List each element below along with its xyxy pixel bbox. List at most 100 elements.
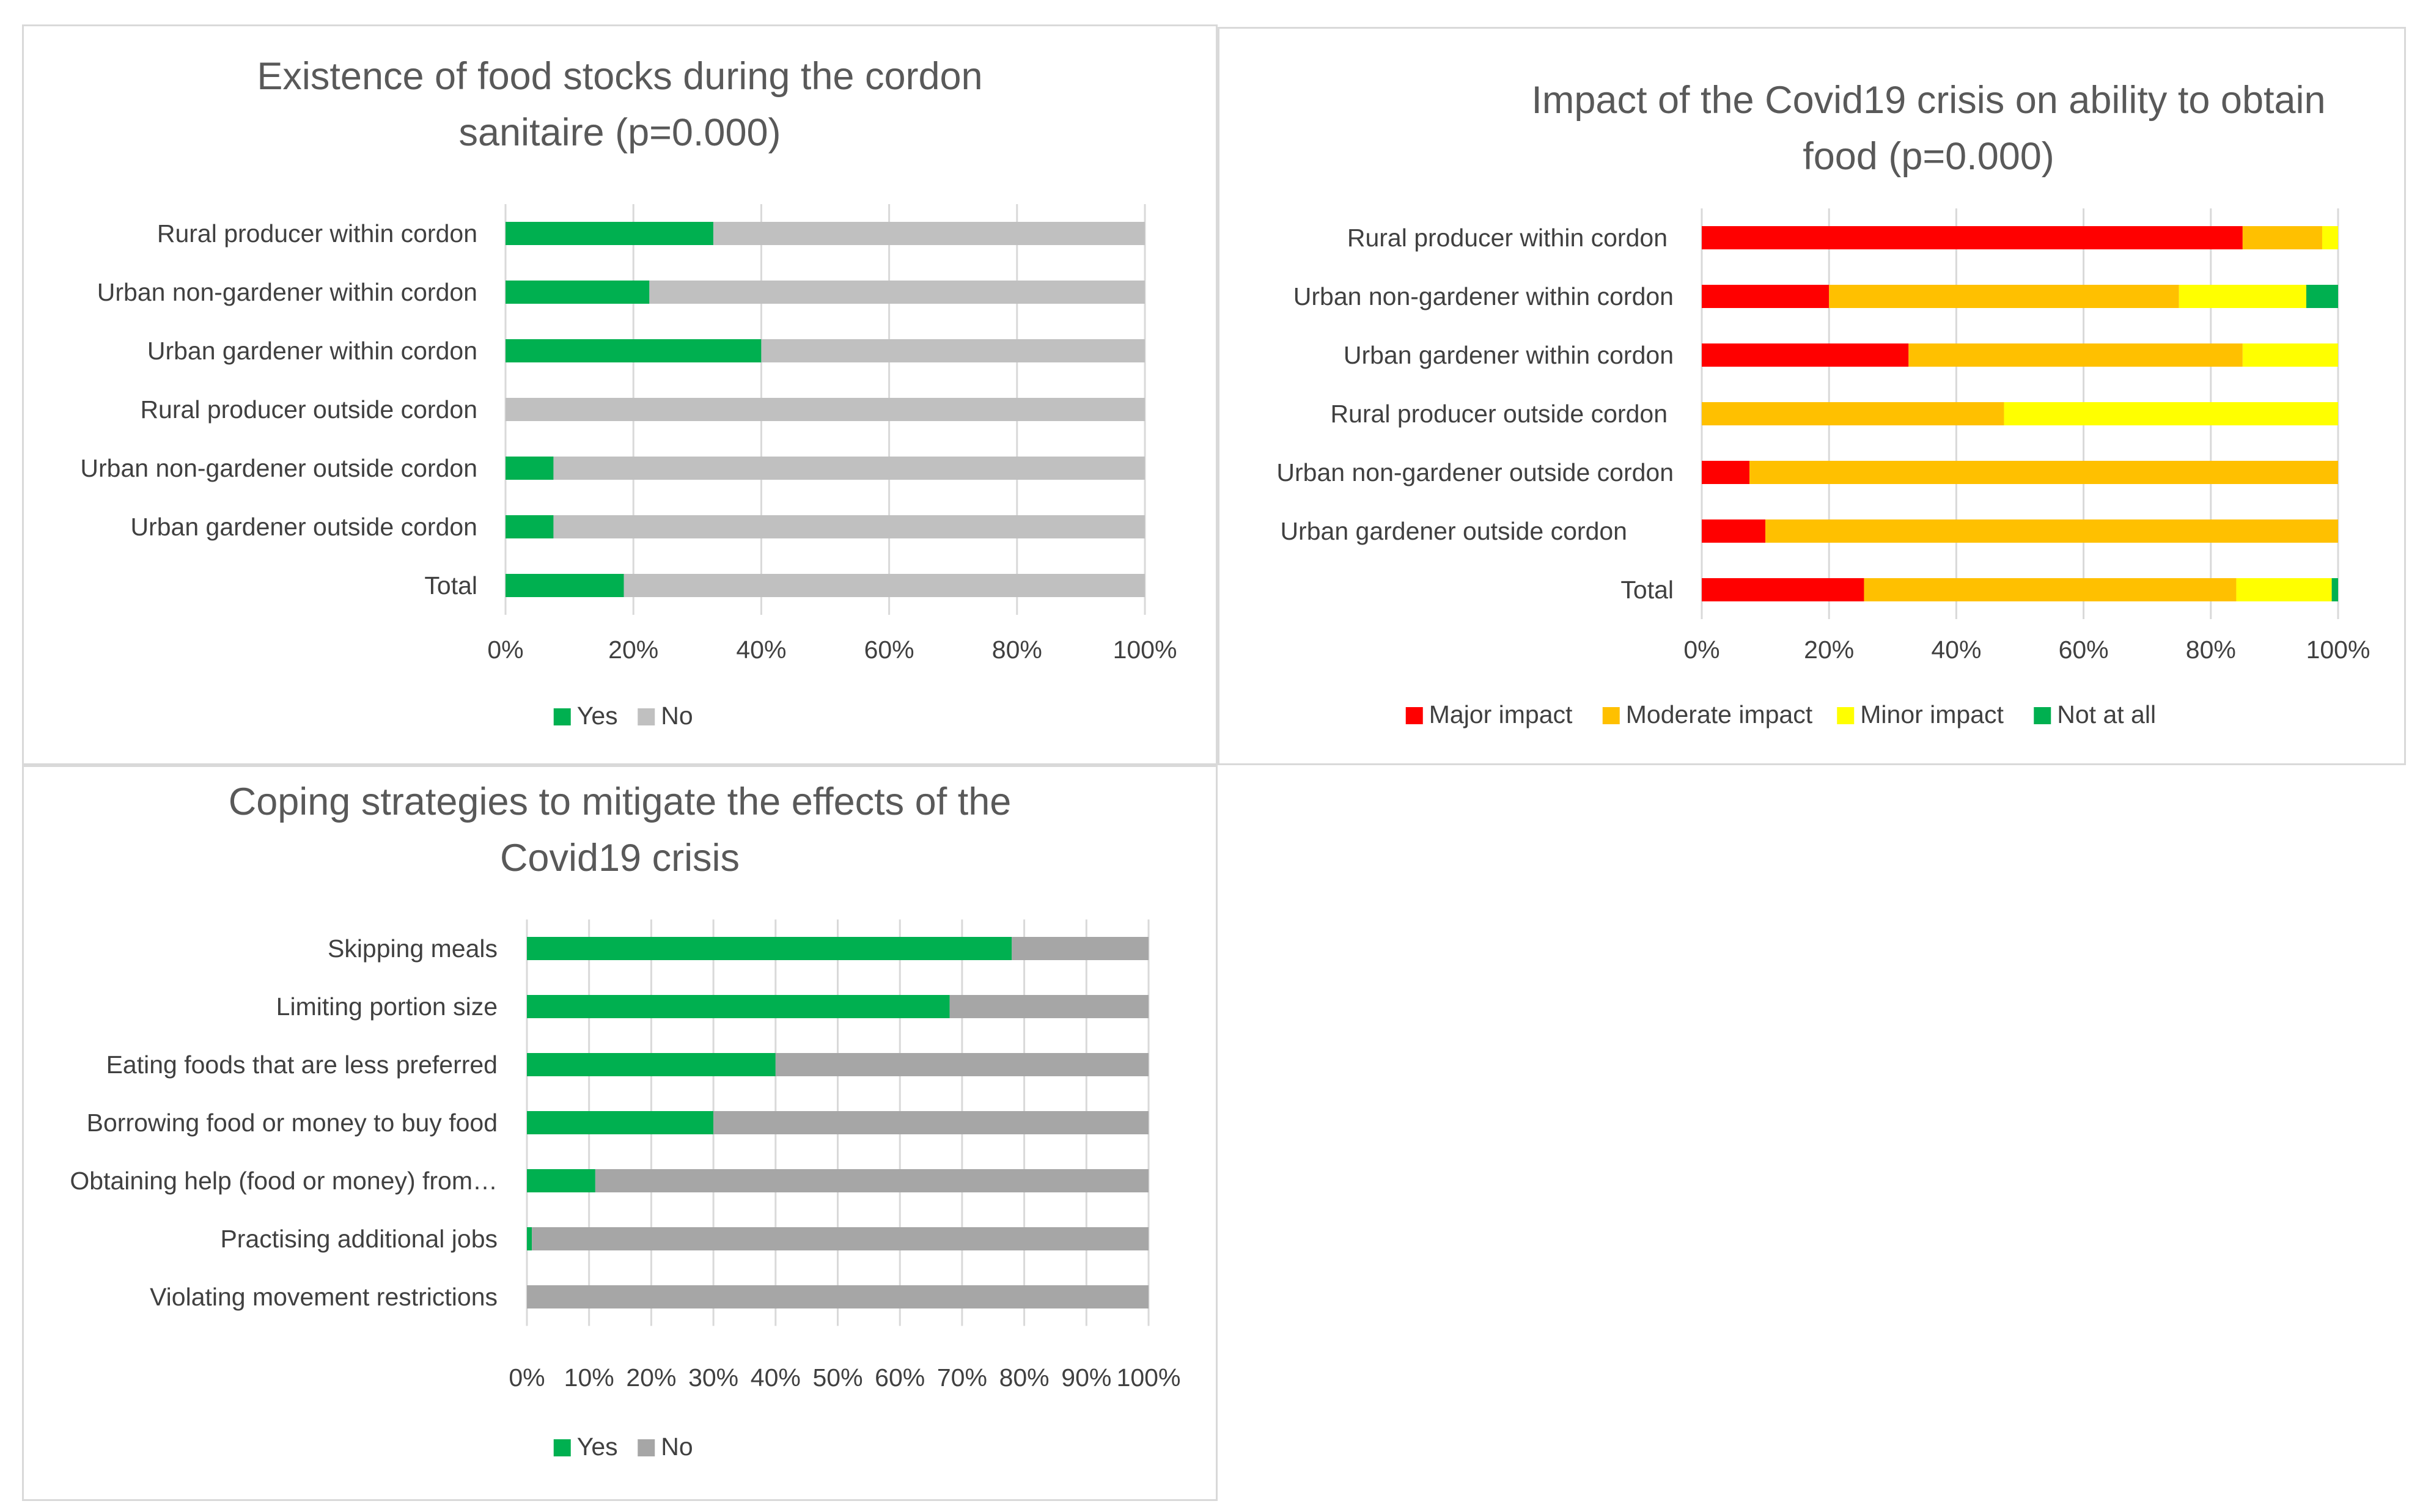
legend-label: No <box>661 702 693 730</box>
legend-label: Not at all <box>2057 700 2156 728</box>
bar-segment <box>2306 285 2338 308</box>
covid-impact-chart-panel: Impact of the Covid19 crisis on ability … <box>1218 27 2406 765</box>
x-tick-label: 100% <box>1117 1363 1181 1392</box>
coping-strategies-chart: Coping strategies to mitigate the effect… <box>70 780 1181 1461</box>
bar-segment <box>527 995 950 1018</box>
bar-segment <box>1765 519 2338 543</box>
x-tick-label: 40% <box>736 636 786 664</box>
bar-segment <box>1702 343 1909 367</box>
legend-label: Yes <box>577 1433 618 1461</box>
legend-swatch <box>638 1439 655 1456</box>
food-stocks-chart: Existence of food stocks during the cord… <box>80 55 1177 730</box>
chart-title-line: Impact of the Covid19 crisis on ability … <box>1531 79 2325 122</box>
food-stocks-chart-panel: Existence of food stocks during the cord… <box>22 24 1218 765</box>
category-label: Rural producer within cordon <box>157 219 477 248</box>
bar-segment <box>506 339 762 362</box>
bar-segment <box>506 574 624 597</box>
category-label: Urban non-gardener within cordon <box>97 278 477 306</box>
legend-swatch <box>1405 707 1423 724</box>
bar-segment <box>527 1227 532 1250</box>
category-label: Urban non-gardener outside cordon <box>80 454 477 482</box>
x-tick-label: 0% <box>487 636 523 664</box>
bar-segment <box>2179 285 2306 308</box>
bar-segment <box>2331 578 2338 601</box>
x-tick-label: 20% <box>1804 636 1854 664</box>
bar-segment <box>1702 519 1766 543</box>
bar-segment <box>1749 461 2338 484</box>
bar-segment <box>949 995 1149 1018</box>
bar-segment <box>527 1285 1149 1308</box>
bar-segment <box>527 1053 776 1076</box>
x-tick-label: 10% <box>564 1363 614 1392</box>
x-tick-label: 20% <box>608 636 658 664</box>
bar-segment <box>2236 578 2332 601</box>
bar-segment <box>1702 402 2004 425</box>
x-tick-label: 80% <box>2186 636 2236 664</box>
x-tick-label: 0% <box>509 1363 545 1392</box>
category-label: Practising additional jobs <box>220 1225 498 1253</box>
category-label: Skipping meals <box>328 934 498 963</box>
category-label: Urban gardener outside cordon <box>130 513 477 541</box>
chart-title-line: sanitaire (p=0.000) <box>458 111 781 154</box>
x-tick-label: 40% <box>1931 636 1981 664</box>
bar-segment <box>2004 402 2338 425</box>
covid-impact-chart: Impact of the Covid19 crisis on ability … <box>1276 79 2370 728</box>
coping-strategies-chart-panel: Coping strategies to mitigate the effect… <box>22 765 1218 1501</box>
x-tick-label: 100% <box>2306 636 2370 664</box>
x-tick-label: 70% <box>937 1363 987 1392</box>
bar-segment <box>649 281 1145 304</box>
legend-swatch <box>553 708 571 725</box>
legend-label: Minor impact <box>1860 700 2004 728</box>
bar-segment <box>713 222 1145 245</box>
category-label: Eating foods that are less preferred <box>106 1051 498 1079</box>
chart-title-line: food (p=0.000) <box>1803 135 2054 178</box>
category-label: Rural producer outside cordon <box>140 395 477 424</box>
legend-swatch <box>2034 707 2051 724</box>
legend-swatch <box>638 708 655 725</box>
bar-segment <box>506 281 650 304</box>
legend-label: Moderate impact <box>1626 700 1813 728</box>
x-tick-label: 30% <box>688 1363 738 1392</box>
bar-segment <box>1702 226 2243 249</box>
bar-segment <box>553 457 1145 480</box>
bar-segment <box>595 1169 1149 1192</box>
bar-segment <box>527 1111 714 1134</box>
x-tick-label: 40% <box>751 1363 801 1392</box>
bar-segment <box>623 574 1145 597</box>
chart-title-line: Coping strategies to mitigate the effect… <box>229 780 1012 823</box>
category-label: Urban gardener within cordon <box>1344 341 1674 369</box>
bar-segment <box>761 339 1145 362</box>
category-label: Urban non-gardener outside cordon <box>1276 458 1674 486</box>
bar-segment <box>553 515 1145 538</box>
category-label: Limiting portion size <box>276 993 498 1021</box>
bar-segment <box>2242 226 2322 249</box>
legend-swatch <box>553 1439 571 1456</box>
legend-label: No <box>661 1433 693 1461</box>
bar-segment <box>532 1227 1149 1250</box>
bar-segment <box>527 937 1012 960</box>
bar-segment <box>1012 937 1149 960</box>
category-label: Total <box>424 571 477 600</box>
x-tick-label: 50% <box>812 1363 862 1392</box>
category-label: Urban gardener within cordon <box>147 337 477 365</box>
bar-segment <box>506 398 1145 421</box>
legend-swatch <box>1837 707 1855 724</box>
bar-segment <box>506 457 554 480</box>
bar-segment <box>2242 343 2338 367</box>
bar-segment <box>506 515 554 538</box>
bar-segment <box>527 1169 595 1192</box>
bar-segment <box>1829 285 2179 308</box>
x-tick-label: 100% <box>1113 636 1177 664</box>
category-label: Rural producer outside cordon <box>1330 400 1668 428</box>
bar-segment <box>1702 461 1750 484</box>
bar-segment <box>1702 285 1830 308</box>
legend-label: Major impact <box>1429 700 1573 728</box>
bar-segment <box>1908 343 2243 367</box>
legend-label: Yes <box>577 702 618 730</box>
x-tick-label: 60% <box>875 1363 925 1392</box>
bar-segment <box>713 1111 1149 1134</box>
bar-segment <box>1864 578 2237 601</box>
x-tick-label: 80% <box>999 1363 1050 1392</box>
category-label: Obtaining help (food or money) from… <box>70 1167 498 1195</box>
chart-title-line: Covid19 crisis <box>500 837 740 879</box>
